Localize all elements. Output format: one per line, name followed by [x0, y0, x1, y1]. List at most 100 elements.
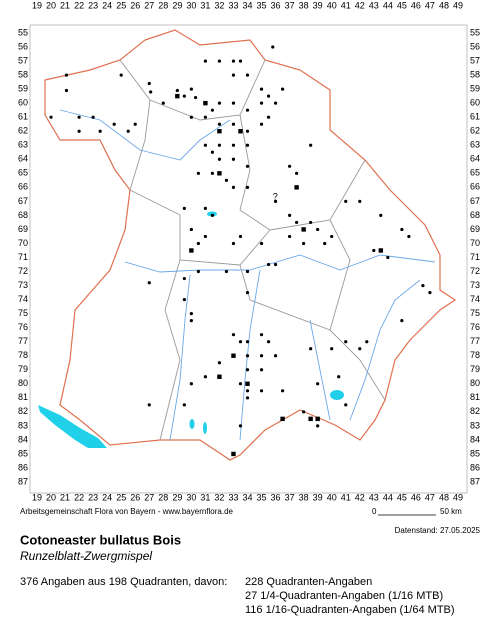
record-dot: [182, 206, 186, 210]
record-dot: [112, 122, 116, 126]
record-dot: [203, 115, 207, 119]
x-label: 34: [242, 0, 252, 10]
y-label: 77: [470, 336, 480, 346]
record-dot: [189, 319, 193, 323]
record-square: [217, 129, 222, 134]
y-label: 56: [470, 41, 480, 51]
y-label: 70: [18, 238, 28, 248]
record-dot: [245, 269, 250, 274]
record-dot: [245, 340, 250, 344]
record-dot: [316, 227, 320, 232]
record-dot: [266, 340, 271, 344]
record-dot: [288, 213, 292, 218]
record-square: [294, 185, 299, 190]
species-name: Cotoneaster bullatus Bois: [20, 532, 181, 547]
map-frame: [29, 24, 468, 494]
district-borders: [119, 59, 386, 441]
record-dot: [421, 283, 425, 288]
record-square: [308, 416, 313, 422]
record-dot: [64, 73, 69, 77]
record-square: [189, 248, 194, 253]
y-label: 83: [470, 420, 480, 430]
x-label: 43: [369, 0, 379, 10]
x-label: 30: [186, 0, 196, 10]
summary-total: 376 Angaben aus 198 Quadranten, davon:: [20, 576, 227, 588]
x-label: 45: [397, 492, 407, 502]
record-dot: [245, 396, 250, 400]
record-dot: [344, 403, 348, 407]
y-label: 71: [18, 252, 28, 262]
record-dot: [231, 73, 236, 77]
y-label: 71: [470, 252, 480, 262]
y-label: 67: [18, 196, 28, 206]
record-dot: [379, 213, 383, 218]
record-dot: [245, 73, 250, 77]
bavaria-border: [44, 29, 457, 461]
record-dot: [245, 143, 250, 147]
record-dot: [266, 94, 271, 98]
district-border: [159, 259, 181, 441]
record-square: [203, 100, 208, 106]
y-label: 58: [18, 69, 28, 79]
x-label: 31: [200, 492, 210, 502]
x-label: 32: [214, 492, 224, 502]
record-dot: [98, 129, 102, 133]
record-dot: [273, 262, 278, 267]
record-dot: [428, 290, 432, 295]
district-border: [129, 189, 271, 266]
record-dot: [147, 81, 151, 86]
x-label: 24: [102, 492, 112, 502]
record-dot: [245, 185, 250, 189]
x-label: 46: [411, 492, 421, 502]
x-label: 40: [327, 492, 337, 502]
record-dot: [316, 382, 320, 386]
x-label: 29: [172, 0, 182, 10]
record-dot: [238, 59, 243, 63]
record-dot: [288, 234, 292, 239]
record-dot: [238, 234, 243, 239]
x-label: 33: [228, 492, 238, 502]
record-dot: [259, 368, 264, 372]
record-square: [231, 451, 236, 457]
x-label: 25: [116, 492, 126, 502]
y-label: 85: [470, 448, 480, 458]
x-label: 39: [313, 492, 323, 502]
record-dot: [273, 199, 278, 203]
x-label: 26: [130, 492, 140, 502]
record-dot: [245, 389, 250, 393]
river: [124, 254, 436, 273]
record-dot: [266, 115, 271, 119]
x-label: 20: [46, 492, 56, 502]
y-label: 59: [18, 84, 28, 94]
y-label: 78: [18, 350, 28, 360]
lake: [330, 390, 344, 400]
record-dot: [91, 115, 95, 119]
record-dot: [189, 382, 193, 386]
record-dot: [196, 269, 200, 274]
x-label: 40: [327, 0, 337, 10]
record-dot: [266, 262, 271, 267]
record-dot: [238, 424, 243, 428]
x-label: 27: [144, 0, 154, 10]
record-dot: [196, 241, 200, 246]
x-label: 21: [60, 0, 70, 10]
y-label: 59: [470, 84, 480, 94]
scale-start: 0: [372, 507, 377, 516]
record-dot: [77, 129, 81, 133]
x-label: 23: [88, 0, 98, 10]
record-dot: [147, 403, 151, 407]
y-label: 62: [18, 126, 28, 136]
y-label: 68: [18, 210, 28, 220]
record-dot: [407, 234, 411, 239]
record-dot: [217, 122, 222, 126]
y-label: 79: [18, 364, 28, 374]
x-label: 37: [285, 492, 295, 502]
record-dot: [259, 87, 264, 91]
record-dot: [189, 227, 193, 232]
record-dot: [309, 220, 313, 225]
record-dot: [330, 234, 334, 239]
x-label: 20: [46, 0, 56, 10]
lake: [189, 419, 195, 429]
y-label: 82: [470, 406, 480, 416]
record-square: [301, 227, 306, 232]
